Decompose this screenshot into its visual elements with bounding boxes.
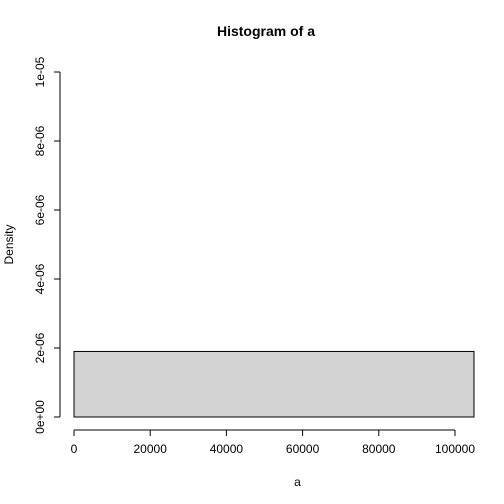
histogram-bars <box>74 351 474 417</box>
x-tick-label: 100000 <box>435 442 475 456</box>
plot-area <box>74 351 474 417</box>
y-tick-label: 6e-06 <box>33 194 47 225</box>
x-tick-label: 20000 <box>134 442 168 456</box>
y-tick-label: 2e-06 <box>33 332 47 363</box>
y-axis-label: Density <box>2 224 16 264</box>
y-tick-label: 0e+00 <box>33 400 47 434</box>
x-tick-label: 80000 <box>362 442 396 456</box>
x-tick-label: 0 <box>71 442 78 456</box>
chart-title: Histogram of a <box>217 23 315 39</box>
x-axis-label: a <box>294 475 301 489</box>
x-tick-label: 40000 <box>210 442 244 456</box>
y-tick-label: 4e-06 <box>33 263 47 294</box>
y-tick-label: 8e-06 <box>33 125 47 156</box>
x-tick-label: 60000 <box>286 442 320 456</box>
histogram-bar <box>74 351 474 417</box>
y-tick-label: 1e-05 <box>33 56 47 87</box>
